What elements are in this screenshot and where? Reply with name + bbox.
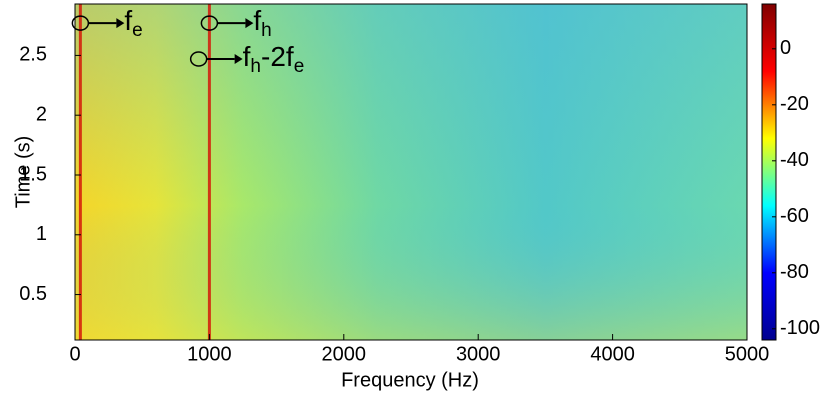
annotation-label: fe [124,6,142,42]
colorbar-tick-label: -60 [780,205,809,227]
x-tick-label: 0 [69,343,80,365]
x-tick-label: 5000 [725,343,770,365]
annotation-arrowhead [234,54,243,65]
y-axis-label: Time (s) [12,136,34,209]
plot-area [75,4,747,340]
annotation-arrowhead [116,18,125,29]
annotation-subscript: h [261,20,272,41]
y-tick-label: 2.5 [19,44,47,66]
colorbar-tick-label: -20 [780,93,809,115]
annotation-subscript: h [250,56,261,77]
plot-frame [74,3,748,341]
x-axis-label: Frequency (Hz) [341,369,479,391]
y-tick-label: 1 [36,223,47,245]
x-tick-label: 2000 [322,343,367,365]
annotation-arrowhead [245,18,254,29]
x-tick-label: 4000 [590,343,635,365]
annotation-label: fh-2fe [243,41,305,77]
annotation-label: fh [253,6,271,42]
spectrogram-shading [75,4,747,340]
y-tick-label: 1.5 [19,163,47,185]
annotation-subscript: e [294,56,305,77]
annotation-subscript: e [132,20,143,41]
colorbar-tick-label: -80 [780,261,809,283]
y-tick-label: 2 [36,103,47,125]
colorbar [761,3,777,341]
y-tick-label: 0.5 [19,283,47,305]
colorbar-tick-label: -40 [780,149,809,171]
annotation-text: f [124,6,132,37]
annotation-text: -2f [261,41,294,72]
x-tick-label: 1000 [187,343,232,365]
colorbar-tick-label: 0 [780,37,791,59]
x-tick-label: 3000 [456,343,501,365]
colorbar-tick-label: -100 [780,317,820,339]
annotation-text: f [243,41,251,72]
annotation-text: f [253,6,261,37]
